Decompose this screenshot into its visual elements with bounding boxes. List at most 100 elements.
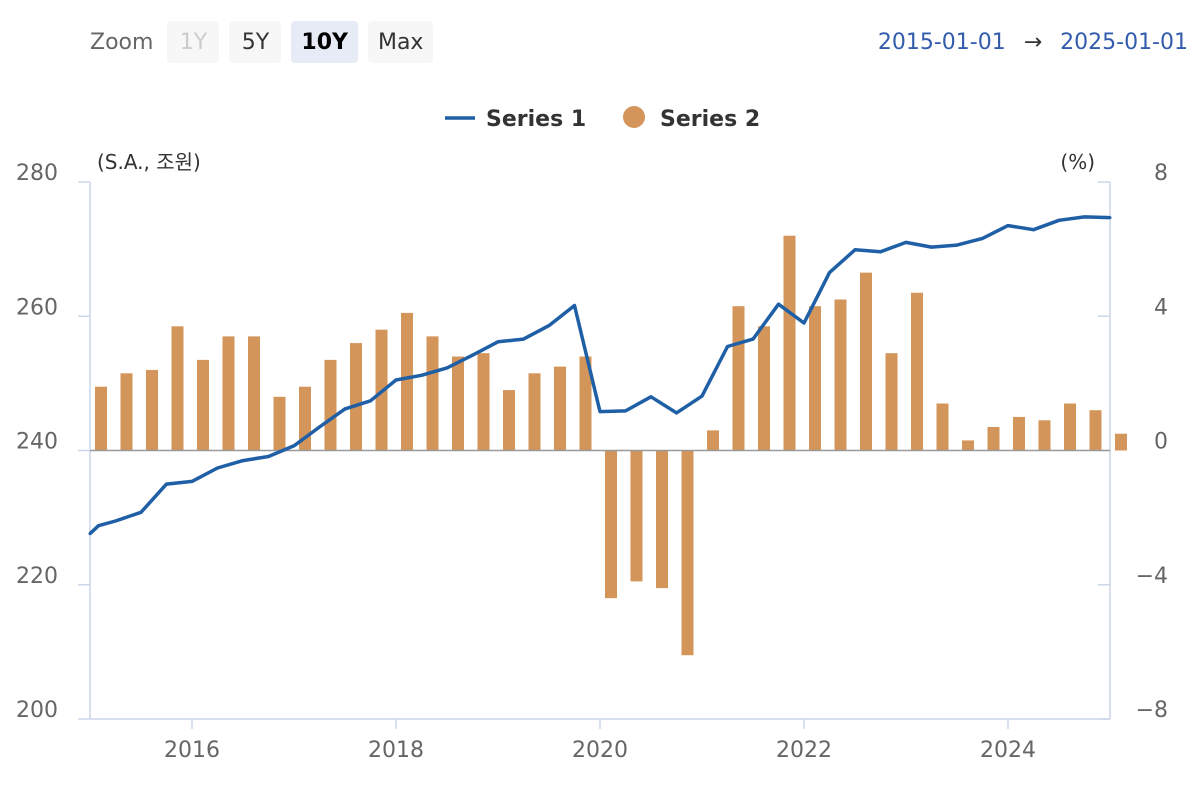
right-axis-tick-label: 8 [1154,161,1168,186]
series-1-point[interactable] [88,532,92,536]
series-1-point[interactable] [930,245,933,249]
series-1-point[interactable] [114,519,117,523]
series-1-point[interactable] [726,345,729,348]
zoom-10y-button[interactable]: 10Y [291,21,358,63]
series-2-bar[interactable] [120,373,133,451]
series-2-bar[interactable] [758,326,770,451]
series-1-point[interactable] [700,394,704,398]
left-axis-tick-label: 280 [16,161,58,186]
zoom-1y-button: 1Y [167,21,220,63]
series-2-bar[interactable] [146,369,158,451]
series-1-point[interactable] [97,524,100,528]
series-1-point[interactable] [190,479,194,483]
series-2-bar[interactable] [936,403,949,451]
left-axis-tick-label: 200 [16,698,58,723]
series-2-bar[interactable] [605,450,617,599]
series-1-point[interactable] [675,411,678,415]
series-2-bar[interactable] [1013,416,1025,451]
series-2-bar[interactable] [809,306,821,451]
series-1-point[interactable] [981,236,984,240]
zoom-5y-button[interactable]: 5Y [229,21,282,63]
series-1-point[interactable] [1057,218,1061,222]
series-1-point[interactable] [165,482,168,486]
series-1-point[interactable] [802,321,806,325]
series-1-point[interactable] [343,407,347,411]
series-1-point[interactable] [318,425,321,429]
series-2-bar[interactable] [248,336,260,451]
series-1-point[interactable] [853,248,857,252]
series-1-point[interactable] [573,304,576,307]
series-2-bar[interactable] [707,430,719,451]
series-2-bar[interactable] [426,336,439,451]
series-2-bar[interactable] [987,427,1000,451]
series-2-bar[interactable] [197,359,209,451]
series-1-point[interactable] [496,340,500,344]
series-1-point[interactable] [292,444,296,448]
series-2-bar[interactable] [630,450,643,582]
series-1-line[interactable] [88,215,1111,535]
right-axis-title: (%) [1060,150,1095,174]
series-2-bar[interactable] [554,366,566,451]
series-2-bar[interactable] [783,235,796,451]
legend: Series 1 Series 2 [445,106,760,132]
series-1-point[interactable] [547,324,551,328]
series-1-point[interactable] [598,410,602,414]
series-2-bar[interactable] [273,396,286,451]
series-2-bar[interactable] [222,336,235,451]
x-axis-tick-label: 2018 [368,738,424,763]
series-1-point[interactable] [241,459,245,463]
series-1-point[interactable] [1083,215,1086,219]
series-2-bar[interactable] [732,306,745,451]
left-axis-title: (S.A., 조원) [97,150,201,174]
series-2-bar[interactable] [1038,420,1051,451]
series-1-point[interactable] [267,455,270,458]
series-1-point[interactable] [1006,224,1010,228]
series-1-point[interactable] [777,302,780,306]
series-2-bar[interactable] [834,299,847,451]
x-axis-ticks: 2016 2018 2020 2022 2024 [164,719,1036,763]
series-1-point[interactable] [751,337,755,341]
series-2-bar[interactable] [1115,433,1127,451]
series-1-point[interactable] [624,409,627,413]
series-1-point[interactable] [879,250,882,254]
legend-series-2-label[interactable]: Series 2 [660,107,760,132]
series-2-bar[interactable] [324,359,337,451]
series-2-bar[interactable] [962,440,974,451]
series-2-bar[interactable] [681,450,694,656]
series-2-bar[interactable] [579,356,592,451]
series-1-point[interactable] [369,399,372,403]
range-to-input[interactable]: 2025-01-01 [1060,29,1188,55]
series-1-point[interactable] [955,243,959,247]
left-axis-tick-label: 240 [16,430,58,455]
series-2-bar[interactable] [1089,410,1102,451]
series-1-point[interactable] [522,337,525,341]
series-2-bar[interactable] [452,356,464,451]
x-axis-tick-label: 2024 [980,738,1036,763]
series-2-bar[interactable] [1064,403,1076,451]
series-2-bar[interactable] [95,386,107,451]
series-2-bar[interactable] [171,326,184,451]
series-2-bar[interactable] [885,353,898,451]
series-1-point[interactable] [420,373,423,377]
series-2-bar[interactable] [401,312,413,451]
series-2-bar[interactable] [911,292,923,451]
series-1-point[interactable] [471,353,474,357]
series-2-bar[interactable] [528,373,541,451]
series-1-point[interactable] [904,240,908,244]
series-2-bar[interactable] [860,272,872,451]
series-1-point[interactable] [1108,216,1112,220]
series-2-bar[interactable] [656,450,668,589]
series-1-point[interactable] [394,378,398,382]
series-2-bar[interactable] [477,353,490,451]
series-1-point[interactable] [649,395,653,399]
zoom-max-button[interactable]: Max [367,21,434,63]
series-1-point[interactable] [1032,228,1035,232]
legend-series-1-label[interactable]: Series 1 [486,107,586,132]
series-1-point[interactable] [139,510,143,514]
series-1-point[interactable] [828,271,831,275]
series-1-point[interactable] [445,366,449,370]
series-2-bar[interactable] [503,390,515,451]
series-2-bar[interactable] [350,343,362,451]
series-1-point[interactable] [216,466,219,470]
range-from-input[interactable]: 2015-01-01 [877,29,1006,55]
